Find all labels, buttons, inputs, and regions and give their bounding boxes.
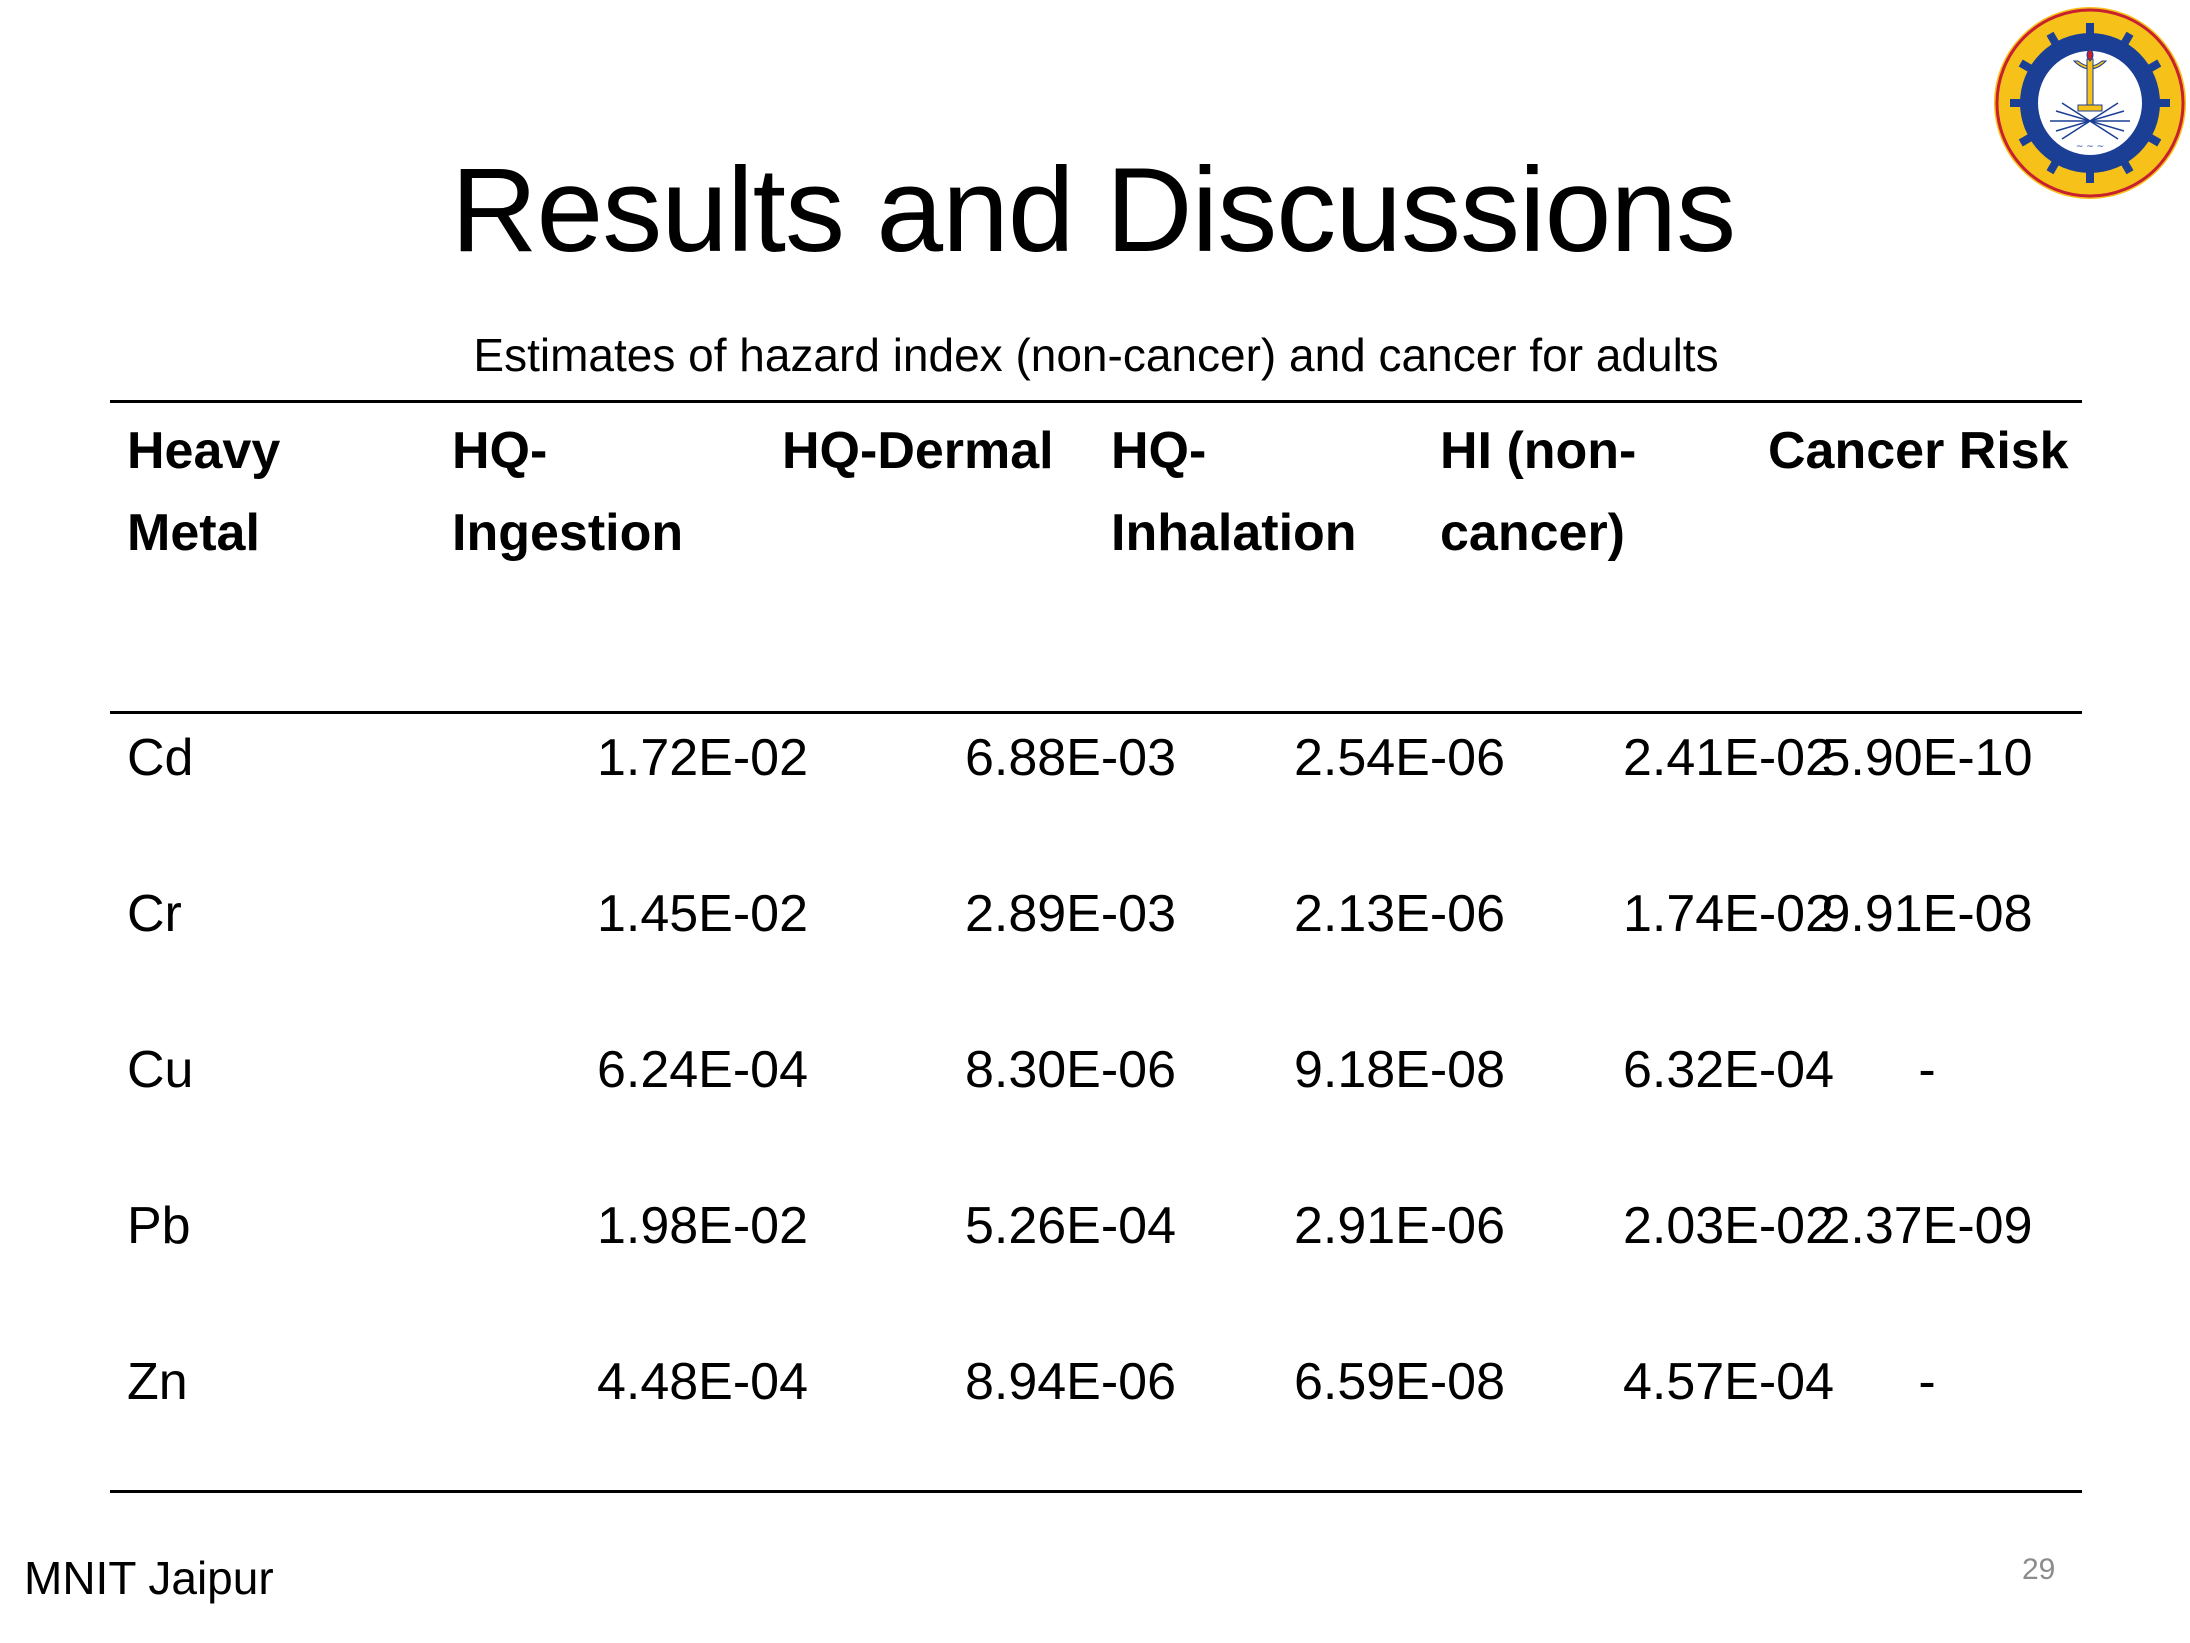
cell-metal: Zn [127,1353,188,1411]
table-row: Cd 1.72E-02 6.88E-03 2.54E-06 2.41E-02 5… [110,718,2082,798]
cell-cancer-risk: 5.90E-10 [1821,729,2033,787]
cell-cancer-risk: - [1918,1353,1936,1411]
table-top-rule [110,400,2082,403]
footer-institute: MNIT Jaipur [24,1552,274,1604]
cell-hq-ingestion: 6.24E-04 [596,1041,808,1099]
header-hq-inhalation: HQ- Inhalation [1111,422,1357,562]
header-hi-non-cancer: HI (non- cancer) [1440,422,1637,562]
cell-hq-dermal: 8.94E-06 [964,1353,1176,1411]
cell-metal: Cr [127,885,182,943]
cell-hi-non-cancer: 2.03E-02 [1622,1197,1834,1255]
cell-hq-inhalation: 2.54E-06 [1293,729,1505,787]
cell-cancer-risk: 2.37E-09 [1821,1197,2033,1255]
page-number: 29 [2022,1553,2056,1586]
cell-hi-non-cancer: 6.32E-04 [1622,1041,1834,1099]
table-row: Cu 6.24E-04 8.30E-06 9.18E-08 6.32E-04 - [110,1030,2082,1110]
cell-hi-non-cancer: 1.74E-02 [1622,885,1834,943]
cell-cancer-risk: - [1918,1041,1936,1099]
header-heavy-metal: Heavy Metal [127,422,281,562]
cell-hq-dermal: 6.88E-03 [964,729,1176,787]
header-hq-ingestion: HQ- Ingestion [452,422,684,562]
cell-hq-ingestion: 4.48E-04 [596,1353,808,1411]
slide-title: Results and Discussions [0,140,2190,280]
cell-hq-ingestion: 1.98E-02 [596,1197,808,1255]
table-row: Pb 1.98E-02 5.26E-04 2.91E-06 2.03E-02 2… [110,1186,2082,1266]
table-bottom-rule [110,1490,2082,1493]
cell-hq-inhalation: 6.59E-08 [1293,1353,1505,1411]
table-caption: Estimates of hazard index (non-cancer) a… [473,329,1719,381]
slide-title-text: Results and Discussions [450,143,1736,277]
cell-hq-ingestion: 1.45E-02 [596,885,808,943]
cell-hq-dermal: 8.30E-06 [964,1041,1176,1099]
cell-metal: Pb [127,1197,191,1255]
cell-metal: Cd [127,729,194,787]
table-header-rule [110,711,2082,714]
header-cancer-risk: Cancer Risk [1768,422,2069,480]
header-hq-dermal: HQ-Dermal [782,422,1054,480]
table-row: Zn 4.48E-04 8.94E-06 6.59E-08 4.57E-04 - [110,1342,2082,1422]
cell-hq-dermal: 2.89E-03 [964,885,1176,943]
cell-metal: Cu [127,1041,194,1099]
institute-logo: ~ ~ ~ [1994,7,2186,199]
cell-hq-inhalation: 2.91E-06 [1293,1197,1505,1255]
table-row: Cr 1.45E-02 2.89E-03 2.13E-06 1.74E-02 9… [110,874,2082,954]
cell-hq-dermal: 5.26E-04 [964,1197,1176,1255]
cell-hq-ingestion: 1.72E-02 [596,729,808,787]
cell-cancer-risk: 9.91E-08 [1821,885,2033,943]
cell-hi-non-cancer: 2.41E-02 [1622,729,1834,787]
cell-hi-non-cancer: 4.57E-04 [1622,1353,1834,1411]
cell-hq-inhalation: 2.13E-06 [1293,885,1505,943]
svg-text:~ ~ ~: ~ ~ ~ [2076,142,2104,152]
cell-hq-inhalation: 9.18E-08 [1293,1041,1505,1099]
